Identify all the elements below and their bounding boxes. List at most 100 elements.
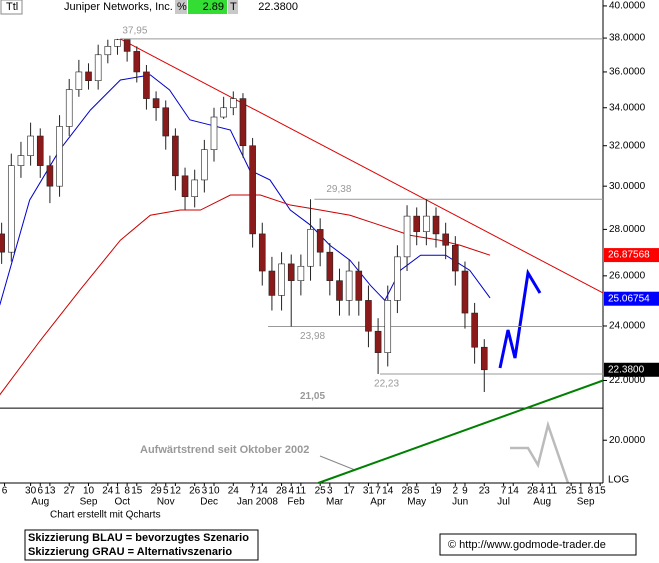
month-label: Feb [287,497,305,508]
candle-body [143,71,150,99]
header-box [188,0,227,14]
credit: Chart erstellt mit Qcharts [50,510,161,521]
candle-body [471,312,478,348]
candle-body [201,149,208,181]
header-box [175,0,187,14]
x-tick-label: 25 [315,486,327,497]
y-tick-label: 40.0000 [609,1,646,12]
x-tick-label: 4 [539,486,545,497]
level-label: 23,98 [300,331,325,342]
x-tick-label: 11 [547,486,558,497]
candle-body [345,270,353,301]
legend-box [24,529,259,561]
x-tick-label: 13 [44,486,56,497]
price-label: 25.06754 [608,293,650,304]
x-tick-label: 28 [276,486,288,497]
x-tick-label: 23 [479,486,491,497]
price-label: 26.87568 [608,250,650,261]
x-tick-label: 17 [344,486,356,497]
x-tick-label: 7 [375,486,381,497]
month-label: Jun [452,497,468,508]
x-tick-label: 3 [202,486,208,497]
x-tick-label: 1 [578,486,584,497]
x-tick-label: 19 [430,486,442,497]
header-code: Ttl [6,1,18,13]
level-label: 29,38 [326,184,351,195]
scenario-gray [510,420,570,484]
header-name: Juniper Networks, Inc. [64,1,173,13]
x-tick-label: 24 [228,486,240,497]
moving-average [0,194,491,396]
candle-body [114,39,121,47]
candle-body [461,270,469,314]
x-tick-label: 8 [124,486,130,497]
month-label: Oct [115,497,131,508]
header-t: T [230,1,237,13]
legend-gray: Skizzierung GRAU = Alternativszenario [28,546,232,558]
copyright-box [439,533,637,556]
candle-body [374,330,382,353]
x-tick-label: 31 [363,486,375,497]
y-tick-label: 22.0000 [609,375,646,386]
month-label: Apr [370,497,386,508]
x-tick-label: 5 [414,486,420,497]
price-label: 22.3800 [608,364,645,375]
level-label: 22,23 [374,379,399,390]
candle-body [152,98,160,109]
x-tick-label: 2 [453,486,459,497]
x-tick-label: 8 [588,486,594,497]
candle-body [258,233,266,272]
x-tick-label: 29 [151,486,163,497]
x-tick-label: 11 [296,486,307,497]
y-tick-label: 30.0000 [609,181,646,192]
candle-body [133,51,141,73]
candle-body [7,165,15,253]
x-tick-label: 3 [327,486,333,497]
candle-body [56,126,63,187]
candle-body [85,71,92,82]
candle-body [268,270,276,296]
candle-body [403,215,411,258]
candle-body [423,215,430,232]
candle-body [239,98,247,147]
y-tick-label: 24.0000 [609,321,646,332]
legend-blue: Skizzierung BLAU = bevorzugtes Szenario [28,532,249,544]
candle-body [46,165,54,187]
month-label: May [407,497,426,508]
month-label: Mar [326,497,344,508]
candle-body [75,71,83,90]
x-tick-label: 12 [170,486,182,497]
y-tick-label: 28.0000 [609,224,646,235]
candle-body [365,300,372,332]
candle-body [278,263,285,296]
candle-body [384,300,392,353]
x-tick-label: 26 [189,486,201,497]
candle-body [297,265,305,281]
candle-body [230,98,237,109]
candle-body [442,233,449,246]
header-last: 22.3800 [258,1,298,13]
candle-body [104,46,112,56]
candle-body [432,215,440,235]
x-tick-label: 6 [37,486,43,497]
candle-body [162,107,170,137]
level-label: 37,95 [122,26,147,37]
scenario-blue [498,268,542,369]
log-label: LOG [608,475,629,486]
header-change: 2.89 [203,1,224,13]
month-label: Sep [577,497,595,508]
x-tick-label: 6 [2,486,8,497]
candle-body [172,135,179,177]
candle-body [27,135,34,156]
price-label-box [604,362,659,377]
candle-body [0,233,5,253]
candle-body [287,263,295,281]
candle-body [123,39,131,52]
candle-body [316,229,324,253]
candle-body [220,107,227,118]
candle-body [94,54,102,82]
x-tick-label: 9 [462,486,468,497]
candle-body [480,346,488,371]
price-label-box [604,291,659,306]
x-tick-label: 14 [382,486,394,497]
